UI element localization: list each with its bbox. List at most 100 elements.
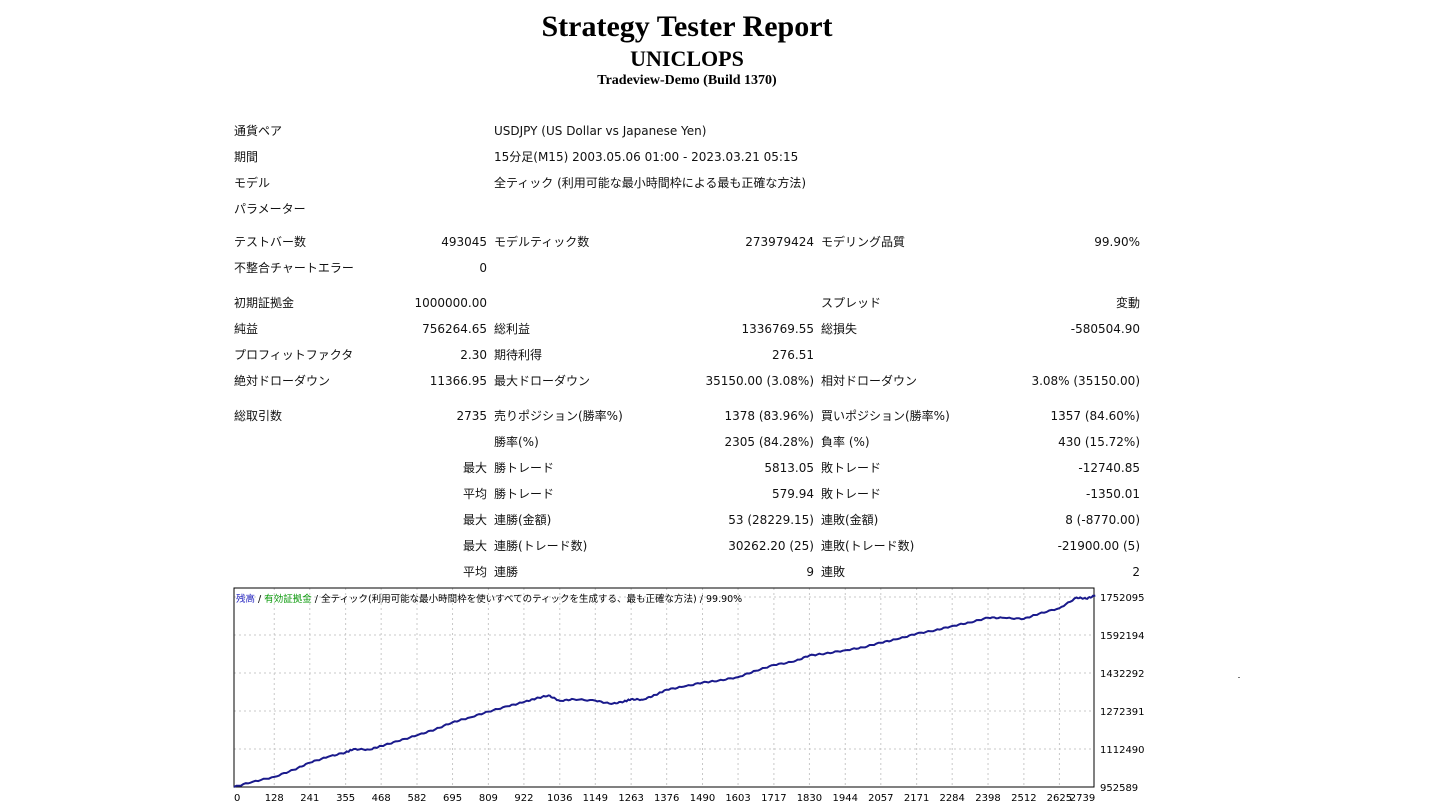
- y-tick-label: 1432292: [1100, 669, 1145, 680]
- stat-label-average-loss: 敗トレード: [821, 487, 882, 501]
- x-tick-label: 1717: [761, 793, 786, 804]
- info-value-period: 15分足(M15) 2003.05.06 01:00 - 2023.03.21 …: [494, 150, 799, 164]
- stat-label-average-profit: 勝トレード: [494, 487, 555, 501]
- y-tick-label: 1272391: [1100, 707, 1145, 718]
- y-tick-label: 1112490: [1100, 745, 1145, 756]
- x-tick-label: 241: [300, 793, 319, 804]
- stat-label-absolute-drawdown: 絶対ドローダウン: [234, 374, 331, 388]
- stat-label-maximal-drawdown: 最大ドローダウン: [494, 374, 591, 388]
- stat-value-average-consecutive-wins: 9: [806, 565, 814, 579]
- info-value-pair: USDJPY (US Dollar vs Japanese Yen): [494, 124, 707, 138]
- x-tick-label: 468: [372, 793, 391, 804]
- stat-value-largest-loss: -12740.85: [1078, 461, 1140, 475]
- info-value-model: 全ティック (利用可能な最小時間枠による最も正確な方法): [494, 176, 807, 190]
- stat-value-absolute-drawdown: 11366.95: [429, 374, 487, 388]
- stat-value-quality: 99.90%: [1094, 235, 1140, 249]
- info-label-parameters: パラメーター: [234, 202, 306, 216]
- stat-value-average-profit: 579.94: [772, 487, 814, 501]
- stat-value-max-consecutive-losses: 8 (-8770.00): [1065, 513, 1140, 527]
- x-tick-label: 2739: [1070, 793, 1095, 804]
- legend-model-description: / 全ティック(利用可能な最小時間枠を使いすべてのティックを生成する、最も正確な…: [311, 594, 743, 605]
- stat-group-maximum: 最大: [462, 513, 487, 527]
- stat-label-expected-payoff: 期待利得: [494, 348, 543, 362]
- stat-value-initial-deposit: 1000000.00: [414, 296, 487, 310]
- x-tick-label: 582: [407, 793, 426, 804]
- stat-label-gross-profit: 総利益: [494, 322, 531, 336]
- x-tick-label: 1263: [618, 793, 643, 804]
- stat-label-maximal-consecutive-profit: 連勝(トレード数): [494, 539, 588, 553]
- stat-group-average-consecutive: 平均: [462, 565, 487, 579]
- stat-label-short-positions: 売りポジション(勝率%): [494, 409, 623, 423]
- strategy-name: UNICLOPS: [630, 46, 744, 71]
- x-tick-label: 809: [479, 793, 498, 804]
- stat-value-long-positions: 1357 (84.60%): [1050, 409, 1140, 423]
- x-tick-label: 1830: [797, 793, 822, 804]
- stat-value-maximal-consecutive-loss: -21900.00 (5): [1057, 539, 1140, 553]
- x-tick-label: 1376: [654, 793, 679, 804]
- stat-value-gross-profit: 1336769.55: [741, 322, 814, 336]
- stat-label-largest-loss: 敗トレード: [821, 461, 882, 475]
- x-tick-label: 2625: [1047, 793, 1072, 804]
- stat-label-max-consecutive-losses: 連敗(金額): [821, 513, 879, 527]
- x-tick-label: 2512: [1011, 793, 1036, 804]
- stray-mark: [1238, 677, 1240, 678]
- x-tick-label: 2284: [939, 793, 964, 804]
- stat-label-gross-loss: 総損失: [821, 322, 858, 336]
- info-label-period: 期間: [234, 150, 259, 164]
- x-tick-label: 1036: [547, 793, 572, 804]
- stat-value-max-consecutive-wins: 53 (28229.15): [728, 513, 814, 527]
- chart-grid: [234, 588, 1094, 787]
- chart-legend: 残高 / 有効証拠金 / 全ティック(利用可能な最小時間枠を使いすべてのティック…: [236, 591, 742, 605]
- x-tick-label: 0: [234, 793, 240, 804]
- x-tick-labels: 0 128 241 355 468 582 695 809 922 1036 1149 1263 137…: [234, 793, 1095, 804]
- x-tick-label: 2171: [904, 793, 929, 804]
- stat-value-expected-payoff: 276.51: [772, 348, 814, 362]
- stat-value-loss-trades: 430 (15.72%): [1058, 435, 1140, 449]
- balance-line: [233, 594, 1096, 788]
- stat-value-ticks: 273979424: [745, 235, 814, 249]
- stat-label-average-consecutive-wins: 連勝: [494, 565, 519, 579]
- x-tick-label: 1944: [833, 793, 858, 804]
- stat-value-profit-factor: 2.30: [460, 348, 487, 362]
- chart-frame: [233, 587, 1095, 788]
- x-tick-label: 1149: [583, 793, 608, 804]
- stat-value-total-trades: 2735: [456, 409, 487, 423]
- stat-label-average-consecutive-losses: 連敗: [821, 565, 846, 579]
- stat-label-bars: テストバー数: [234, 235, 307, 249]
- stat-label-total-trades: 総取引数: [234, 409, 283, 423]
- stat-value-largest-profit: 5813.05: [764, 461, 814, 475]
- stat-value-maximal-drawdown: 35150.00 (3.08%): [705, 374, 814, 388]
- info-label-pair: 通貨ペア: [234, 124, 283, 138]
- stat-label-profit-factor: プロフィットファクタ: [234, 348, 354, 362]
- stat-label-net-profit: 純益: [234, 322, 259, 336]
- stat-label-maximal-consecutive-loss: 連敗(トレード数): [821, 539, 915, 553]
- stat-value-spread: 変動: [1115, 296, 1140, 310]
- stat-value-profit-trades: 2305 (84.28%): [724, 435, 814, 449]
- x-tick-label: 922: [514, 793, 533, 804]
- legend-separator: /: [255, 594, 265, 605]
- x-tick-label: 355: [336, 793, 355, 804]
- stat-value-bars: 493045: [441, 235, 487, 249]
- stat-value-net-profit: 756264.65: [422, 322, 487, 336]
- stat-label-profit-trades: 勝率(%): [494, 435, 539, 449]
- y-tick-labels: 1752095 1592194 1432292 1272391 1112490 95258…: [1100, 593, 1145, 794]
- x-tick-label: 128: [265, 793, 284, 804]
- stat-value-mismatch: 0: [479, 261, 487, 275]
- stat-label-max-consecutive-wins: 連勝(金額): [494, 513, 552, 527]
- server-build: Tradeview-Demo (Build 1370): [597, 73, 777, 88]
- stat-group-largest: 最大: [462, 461, 487, 475]
- stat-label-spread: スプレッド: [821, 296, 882, 310]
- y-tick-label: 1752095: [1100, 593, 1145, 604]
- stat-value-relative-drawdown: 3.08% (35150.00): [1031, 374, 1140, 388]
- stat-label-initial-deposit: 初期証拠金: [234, 296, 295, 310]
- x-tick-label: 2398: [975, 793, 1000, 804]
- report-title: Strategy Tester Report: [541, 10, 833, 43]
- info-label-model: モデル: [234, 176, 271, 190]
- stat-label-mismatch: 不整合チャートエラー: [234, 261, 354, 275]
- x-tick-label: 1603: [725, 793, 750, 804]
- stat-group-maximal: 最大: [462, 539, 487, 553]
- stat-value-gross-loss: -580504.90: [1070, 322, 1140, 336]
- x-tick-label: 695: [443, 793, 462, 804]
- stat-group-average: 平均: [462, 487, 487, 501]
- legend-balance: 残高: [236, 594, 256, 605]
